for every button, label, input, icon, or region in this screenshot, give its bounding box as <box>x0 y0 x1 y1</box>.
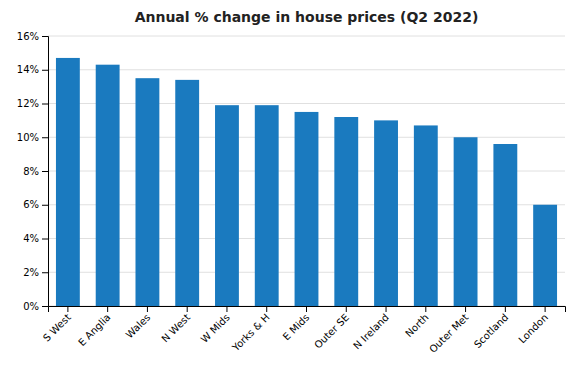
tick: 0% <box>23 301 48 312</box>
tick-label: 4% <box>23 233 39 244</box>
tick-label: Outer SE <box>312 312 351 351</box>
tick-mark <box>306 306 307 312</box>
tick-label: 2% <box>23 267 39 278</box>
tick-label: N West <box>159 312 192 345</box>
bars <box>56 58 557 306</box>
bar <box>493 144 517 306</box>
bar <box>533 205 557 306</box>
tick-mark <box>42 104 48 105</box>
tick-label: 0% <box>23 301 39 312</box>
tick-label: S West <box>41 312 73 344</box>
grid <box>48 36 565 306</box>
tick-label: 12% <box>17 98 39 109</box>
chart: 0% 2% 4% 6% 8% 10% 12% 14% 16% S WestE Anglia Wale… <box>0 0 580 378</box>
tick: 12% <box>17 98 48 109</box>
y-axis: 0% 2% 4% 6% 8% 10% 12% 14% 16% <box>17 31 49 312</box>
bar <box>56 58 80 306</box>
tick-label: N Ireland <box>351 312 391 352</box>
tick-mark <box>42 171 48 172</box>
grid-line <box>48 69 565 70</box>
tick: London <box>516 306 550 345</box>
tick-label: Yorks & H <box>229 312 271 354</box>
tick: W Mids <box>199 306 232 345</box>
tick-mark <box>42 272 48 273</box>
plot: 0% 2% 4% 6% 8% 10% 12% 14% 16% S WestE Anglia Wale… <box>17 31 566 355</box>
tick-mark <box>42 205 48 206</box>
tick: 8% <box>23 166 48 177</box>
tick: Outer SE <box>312 306 351 351</box>
grid-line <box>48 103 565 104</box>
tick: E Anglia <box>76 306 113 348</box>
axis-line <box>49 307 566 313</box>
tick-label: Wales <box>124 312 153 341</box>
tick-mark <box>187 306 188 312</box>
tick-mark <box>386 306 387 312</box>
bar <box>215 105 239 306</box>
tick: 10% <box>17 132 48 143</box>
tick-mark <box>505 306 506 312</box>
tick-mark <box>42 239 48 240</box>
tick-mark <box>545 306 546 312</box>
tick-mark <box>226 306 227 312</box>
tick: N West <box>159 306 192 344</box>
bar <box>255 105 279 306</box>
tick-mark <box>266 306 267 312</box>
tick-label: E Mids <box>281 312 312 343</box>
tick-label: 6% <box>23 199 39 210</box>
tick: 16% <box>17 31 48 42</box>
tick: 4% <box>23 233 48 244</box>
tick-label: Scotland <box>472 312 511 351</box>
tick: Scotland <box>472 306 511 350</box>
tick-label: W Mids <box>199 312 232 345</box>
tick-label: 14% <box>17 64 39 75</box>
bar <box>295 112 319 306</box>
tick: Yorks & H <box>229 306 271 354</box>
tick: Wales <box>124 306 153 340</box>
tick-label: London <box>516 312 550 346</box>
tick: Outer Met <box>427 306 470 355</box>
tick-mark <box>107 306 108 312</box>
tick: 2% <box>23 267 48 278</box>
tick-label: North <box>403 312 431 340</box>
bar <box>374 120 398 306</box>
title: Annual % change in house prices (Q2 2022… <box>135 9 479 25</box>
tick-mark <box>67 306 68 312</box>
grid-line <box>48 36 565 37</box>
bar <box>454 137 478 306</box>
tick-mark <box>42 36 48 37</box>
tick-label: 10% <box>17 132 39 143</box>
tick: North <box>403 306 431 339</box>
tick-mark <box>425 306 426 312</box>
tick-mark <box>42 306 48 307</box>
tick: E Mids <box>281 306 312 342</box>
tick-mark <box>465 306 466 312</box>
tick-mark <box>42 137 48 138</box>
tick: S West <box>41 306 73 344</box>
tick-mark <box>42 70 48 71</box>
bar <box>96 65 120 306</box>
tick-label: Outer Met <box>427 312 470 355</box>
tick-label: E Anglia <box>76 312 113 349</box>
tick: 14% <box>17 64 48 75</box>
axis-line <box>42 37 49 307</box>
tick-mark <box>346 306 347 312</box>
bar <box>334 117 358 306</box>
tick-label: 16% <box>17 31 39 42</box>
tick-label: 8% <box>23 166 39 177</box>
bar <box>175 80 199 306</box>
bar <box>135 78 159 306</box>
x-axis: S WestE Anglia WalesN WestW MidsYorks & H… <box>41 306 566 355</box>
bar <box>414 125 438 306</box>
tick-mark <box>147 306 148 312</box>
tick: N Ireland <box>351 306 391 351</box>
tick: 6% <box>23 199 48 210</box>
